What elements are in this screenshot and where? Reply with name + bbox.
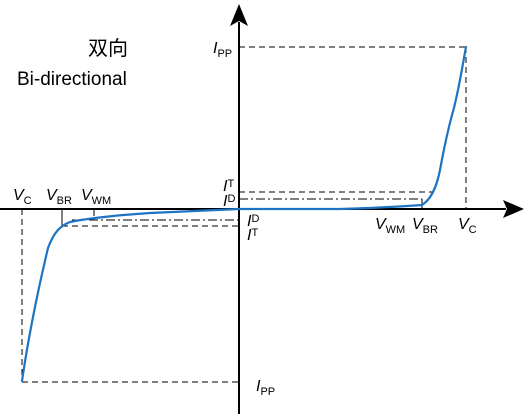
label-ipp-top: IPP [213,40,232,60]
label-vwm-right: VWM [375,216,405,236]
title-chinese: 双向 [88,37,128,60]
label-vbr-right: VBR [412,216,438,236]
y-axis-arrowhead [230,4,248,26]
label-vc-left: VC [13,187,32,207]
label-vc-right: VC [458,216,477,236]
title-english: Bi-directional [17,69,127,90]
x-axis-arrowhead [503,200,524,218]
iv-curve [20,45,468,383]
label-it-bottom: IT [247,227,258,244]
label-vbr-left: VBR [46,187,72,207]
label-it-top: IT [223,178,234,195]
label-ipp-bottom: IPP [256,378,275,398]
label-id-top: ID [223,193,235,210]
label-id-bottom: ID [247,213,259,230]
label-vwm-left: VWM [81,187,111,207]
